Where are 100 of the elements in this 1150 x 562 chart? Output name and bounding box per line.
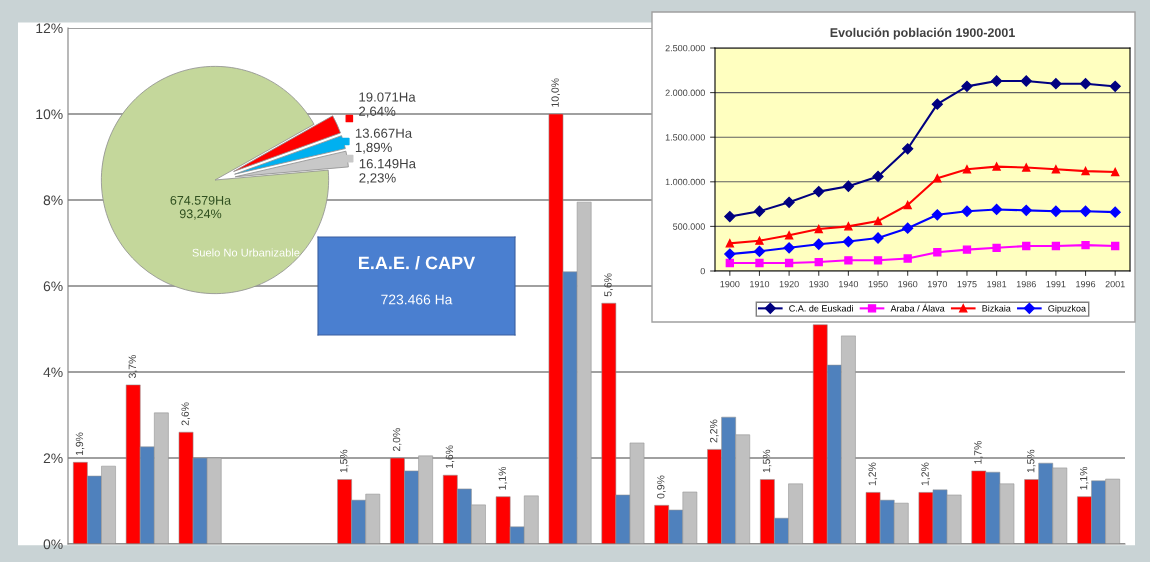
x-tick-label: 1950	[868, 280, 888, 288]
point	[1020, 204, 1032, 216]
point	[962, 165, 972, 174]
point	[1022, 163, 1031, 172]
data-label: 0,9%	[657, 475, 666, 499]
point	[991, 75, 1003, 87]
data-label: 2,2%	[709, 419, 719, 443]
point	[933, 248, 942, 257]
data-label: 2,0%	[392, 428, 402, 452]
data-label: 1,2%	[868, 462, 878, 486]
data-label: 1,5%	[1027, 449, 1036, 473]
point	[1109, 206, 1121, 218]
point	[844, 222, 853, 231]
data-label: 1,1%	[1079, 466, 1089, 490]
point	[962, 245, 972, 254]
point	[1079, 78, 1092, 90]
x-tick-label: 1940	[839, 280, 859, 288]
y-tick-label: 0%	[43, 539, 63, 550]
point	[725, 258, 734, 268]
data-label: 1,2%	[921, 462, 930, 486]
point	[903, 254, 912, 263]
slice-label: Suelo No Urbanizable	[192, 248, 300, 257]
point	[1051, 241, 1061, 251]
point	[725, 239, 734, 248]
y-tick-label: 1.000.000	[665, 178, 705, 186]
point	[991, 203, 1003, 216]
point	[783, 196, 795, 208]
chart-title: Evolución población 1900-2001	[830, 27, 1015, 40]
point	[724, 210, 736, 223]
x-tick-label: 1991	[1046, 280, 1066, 288]
data-label: 3,7%	[128, 355, 138, 379]
point	[755, 258, 764, 268]
data-label: 1,1%	[498, 466, 508, 490]
legend-label: Bizkaia	[982, 304, 1011, 312]
point	[931, 98, 943, 110]
annotation: 723.466 Ha	[381, 294, 453, 305]
text: E.A.E. / CAPV	[359, 256, 476, 270]
x-tick-label: 1920	[779, 280, 799, 288]
point	[902, 222, 914, 234]
point	[1111, 241, 1120, 251]
y-tick-label: 0	[700, 267, 705, 275]
y-tick-label: 2.500.000	[665, 44, 705, 52]
point	[783, 242, 795, 254]
point	[1079, 205, 1092, 217]
data-label: 5,6%	[604, 273, 613, 297]
data-label: 1,5%	[762, 449, 772, 473]
point	[814, 224, 823, 234]
point	[1050, 205, 1062, 217]
x-tick-label: 1930	[809, 280, 829, 288]
point	[842, 180, 854, 192]
point	[903, 200, 912, 210]
legend-label: Gipuzkoa	[1048, 304, 1086, 314]
point	[724, 248, 736, 260]
point	[1020, 75, 1032, 87]
legend-label: C.A. de Euskadi	[789, 304, 853, 312]
data-label: 1,5%	[340, 449, 349, 473]
point	[842, 235, 854, 248]
x-tick-label: 1996	[1076, 280, 1096, 288]
point	[933, 174, 942, 183]
point	[813, 238, 825, 250]
point	[931, 209, 943, 221]
data-label: 16.149Ha 2,23%	[359, 158, 416, 185]
point	[1022, 241, 1031, 251]
y-tick-label: 4%	[43, 367, 63, 378]
x-tick-label: 1981	[987, 280, 1007, 288]
point	[1111, 167, 1120, 177]
y-tick-label: 500.000	[673, 223, 705, 230]
data-label: 674.579Ha 93,24%	[170, 195, 232, 220]
point	[813, 186, 825, 198]
point	[873, 216, 883, 226]
legend-label: Araba / Álava	[890, 303, 945, 312]
data-label: 1,7%	[974, 441, 983, 464]
point	[961, 80, 973, 92]
point	[992, 243, 1001, 252]
point	[872, 170, 884, 183]
y-tick-label: 10%	[36, 109, 63, 120]
x-tick-label: 1910	[750, 280, 770, 288]
x-tick-label: 2001	[1105, 280, 1125, 288]
point	[753, 205, 766, 217]
y-tick-label: 1.500.000	[665, 134, 705, 141]
data-label: 10,0%	[551, 78, 561, 107]
y-tick-label: 2%	[43, 453, 63, 464]
y-tick-label: 2.000.000	[665, 89, 705, 96]
point	[961, 205, 973, 217]
point	[755, 236, 764, 245]
y-tick-label: 8%	[43, 195, 63, 206]
point	[844, 256, 853, 265]
x-tick-label: 1970	[927, 280, 948, 288]
data-label: 1,9%	[75, 432, 85, 456]
x-tick-label: 1986	[1016, 280, 1036, 288]
point	[814, 257, 823, 267]
point	[753, 245, 766, 257]
y-tick-label: 12%	[36, 23, 63, 34]
point	[1081, 166, 1090, 176]
x-tick-label: 1960	[898, 280, 918, 288]
point	[1109, 80, 1121, 92]
point	[992, 162, 1001, 171]
point	[902, 143, 914, 155]
point	[1051, 165, 1061, 174]
point	[784, 258, 794, 268]
